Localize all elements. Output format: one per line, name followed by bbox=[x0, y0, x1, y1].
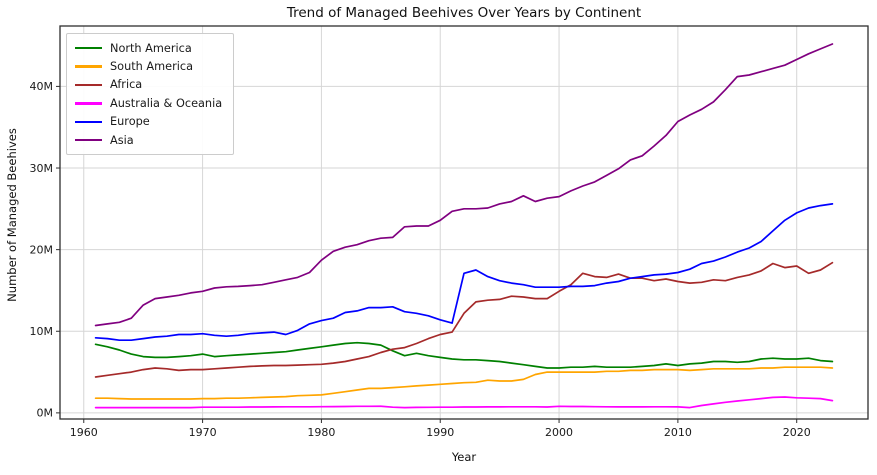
legend-item-south-america: South America bbox=[75, 57, 222, 75]
legend: North America South America Africa Australi… bbox=[66, 33, 235, 156]
y-tick-label-20M: 20M bbox=[30, 243, 54, 256]
legend-swatch-north-america bbox=[75, 47, 102, 50]
legend-label-asia: Asia bbox=[110, 133, 134, 147]
line-australia-oceania bbox=[94, 396, 834, 409]
y-tick-label-40M: 40M bbox=[30, 80, 54, 93]
legend-label-africa: Africa bbox=[110, 78, 143, 92]
legend-swatch-europe bbox=[75, 120, 102, 123]
y-tick-label-30M: 30M bbox=[30, 162, 54, 175]
legend-item-asia: Asia bbox=[75, 131, 222, 149]
legend-item-australia-oceania: Australia & Oceania bbox=[75, 94, 222, 112]
legend-item-africa: Africa bbox=[75, 76, 222, 94]
x-tick-label-1970: 1970 bbox=[189, 426, 217, 439]
y-tick-label-10M: 10M bbox=[30, 325, 54, 338]
line-africa bbox=[94, 261, 834, 378]
chart-title: Trend of Managed Beehives Over Years by … bbox=[286, 5, 642, 21]
legend-swatch-australia-oceania bbox=[75, 102, 102, 105]
x-tick-label-2000: 2000 bbox=[545, 426, 573, 439]
legend-swatch-south-america bbox=[75, 65, 102, 68]
x-tick-label-1960: 1960 bbox=[70, 426, 98, 439]
x-tick-label-2010: 2010 bbox=[664, 426, 692, 439]
line-south-america bbox=[94, 366, 834, 400]
legend-item-north-america: North America bbox=[75, 39, 222, 57]
legend-swatch-asia bbox=[75, 139, 102, 142]
x-axis-label: Year bbox=[451, 450, 477, 464]
x-tick-label-1990: 1990 bbox=[426, 426, 454, 439]
line-asia bbox=[94, 43, 834, 327]
x-tick-label-2020: 2020 bbox=[783, 426, 811, 439]
x-tick-label-1980: 1980 bbox=[307, 426, 335, 439]
legend-label-australia-oceania: Australia & Oceania bbox=[110, 96, 223, 110]
y-tick-label-0M: 0M bbox=[37, 407, 54, 420]
legend-swatch-africa bbox=[75, 83, 102, 87]
legend-label-europe: Europe bbox=[110, 115, 150, 129]
line-north-america bbox=[94, 341, 834, 369]
legend-label-south-america: South America bbox=[110, 60, 194, 74]
legend-label-north-america: North America bbox=[110, 41, 192, 55]
line-europe bbox=[94, 203, 834, 342]
legend-item-europe: Europe bbox=[75, 113, 222, 131]
axes-spines bbox=[59, 25, 869, 420]
